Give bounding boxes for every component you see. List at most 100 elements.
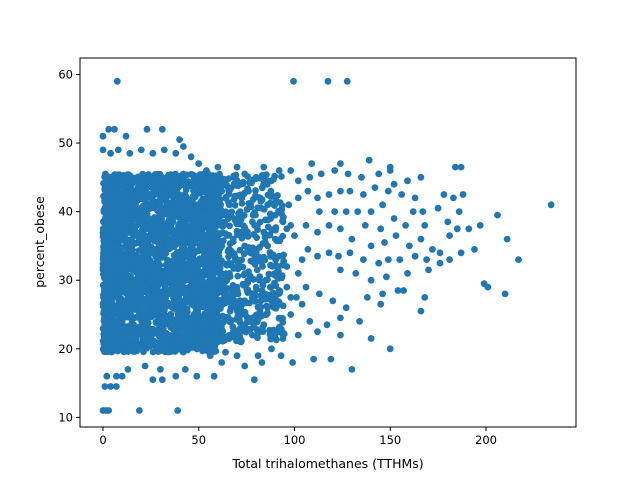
data-point: [325, 191, 333, 198]
data-point: [116, 279, 124, 287]
data-point: [377, 300, 385, 308]
data-point: [383, 273, 390, 281]
data-point: [114, 285, 121, 293]
data-point: [114, 347, 122, 355]
data-point: [290, 77, 297, 85]
data-point: [106, 188, 114, 196]
data-point: [142, 305, 150, 313]
data-point: [137, 146, 145, 154]
data-point: [225, 253, 232, 261]
data-point: [384, 256, 392, 263]
data-point: [256, 243, 263, 251]
data-point: [267, 335, 275, 343]
data-point: [153, 312, 161, 320]
data-point: [325, 222, 333, 229]
data-point: [294, 331, 302, 339]
data-point: [161, 285, 169, 293]
data-point: [181, 211, 189, 218]
data-point: [371, 184, 379, 192]
data-point: [207, 285, 215, 293]
data-point: [275, 314, 283, 322]
data-point: [109, 293, 116, 300]
data-point: [211, 294, 219, 302]
data-point: [144, 265, 152, 273]
data-point: [123, 229, 131, 236]
data-point: [276, 199, 284, 207]
y-axis-ticks: 10 20 30 40 50 60: [58, 67, 80, 424]
data-point: [283, 283, 291, 291]
data-point: [241, 297, 249, 305]
data-point: [337, 225, 344, 233]
data-point: [190, 302, 198, 309]
data-point: [398, 191, 406, 198]
data-point: [386, 345, 394, 353]
data-point: [130, 199, 138, 207]
data-point: [294, 177, 302, 185]
data-point: [126, 334, 134, 341]
data-point: [269, 226, 277, 234]
data-point: [204, 237, 212, 245]
data-point: [337, 331, 344, 339]
data-point: [175, 311, 182, 319]
data-point: [271, 328, 279, 336]
data-point: [261, 233, 269, 241]
data-point: [172, 273, 180, 281]
data-point: [119, 333, 127, 341]
data-point: [141, 338, 149, 346]
data-point: [100, 218, 107, 226]
data-point: [182, 204, 190, 212]
data-point: [270, 304, 278, 311]
data-point: [195, 160, 203, 168]
data-point: [237, 215, 245, 222]
data-point: [101, 383, 109, 390]
data-point: [184, 297, 192, 304]
data-point: [367, 335, 375, 342]
data-point: [175, 256, 183, 263]
data-point: [198, 181, 205, 189]
data-point: [165, 264, 172, 272]
data-point: [124, 236, 132, 244]
data-point: [240, 222, 247, 230]
data-point: [111, 171, 119, 179]
data-point: [211, 212, 219, 220]
data-point: [183, 262, 191, 270]
data-point: [183, 271, 190, 279]
data-point: [124, 366, 132, 373]
data-point: [232, 171, 240, 179]
data-point: [264, 242, 272, 250]
data-point: [278, 173, 285, 180]
data-point: [115, 318, 123, 326]
data-point: [317, 170, 325, 178]
data-point: [344, 170, 352, 178]
data-point: [324, 77, 332, 85]
data-point: [175, 304, 183, 311]
data-point: [237, 338, 245, 346]
data-point: [100, 242, 107, 250]
data-point: [266, 283, 274, 291]
data-point: [183, 253, 191, 261]
data-point: [471, 246, 478, 253]
data-point: [386, 163, 394, 171]
data-point: [287, 294, 295, 301]
data-point: [325, 249, 333, 257]
data-point: [457, 163, 465, 171]
data-point: [114, 146, 122, 154]
data-point: [226, 201, 233, 209]
data-point: [236, 246, 244, 254]
data-point: [337, 160, 344, 168]
data-point: [171, 348, 179, 355]
data-point: [271, 211, 279, 219]
data-point: [304, 187, 312, 195]
data-point: [215, 172, 223, 180]
data-point: [421, 222, 429, 229]
data-point: [189, 171, 196, 179]
data-point: [197, 268, 205, 276]
data-point: [154, 238, 162, 246]
data-point: [434, 204, 442, 212]
data-point: [187, 198, 195, 206]
data-point: [256, 273, 264, 280]
data-point: [141, 240, 149, 248]
data-point: [216, 245, 224, 252]
data-point: [291, 232, 298, 240]
data-point: [181, 366, 189, 373]
